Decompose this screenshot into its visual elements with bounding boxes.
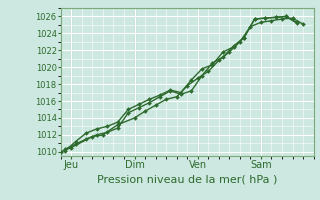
X-axis label: Pression niveau de la mer( hPa ): Pression niveau de la mer( hPa ) xyxy=(97,174,277,184)
